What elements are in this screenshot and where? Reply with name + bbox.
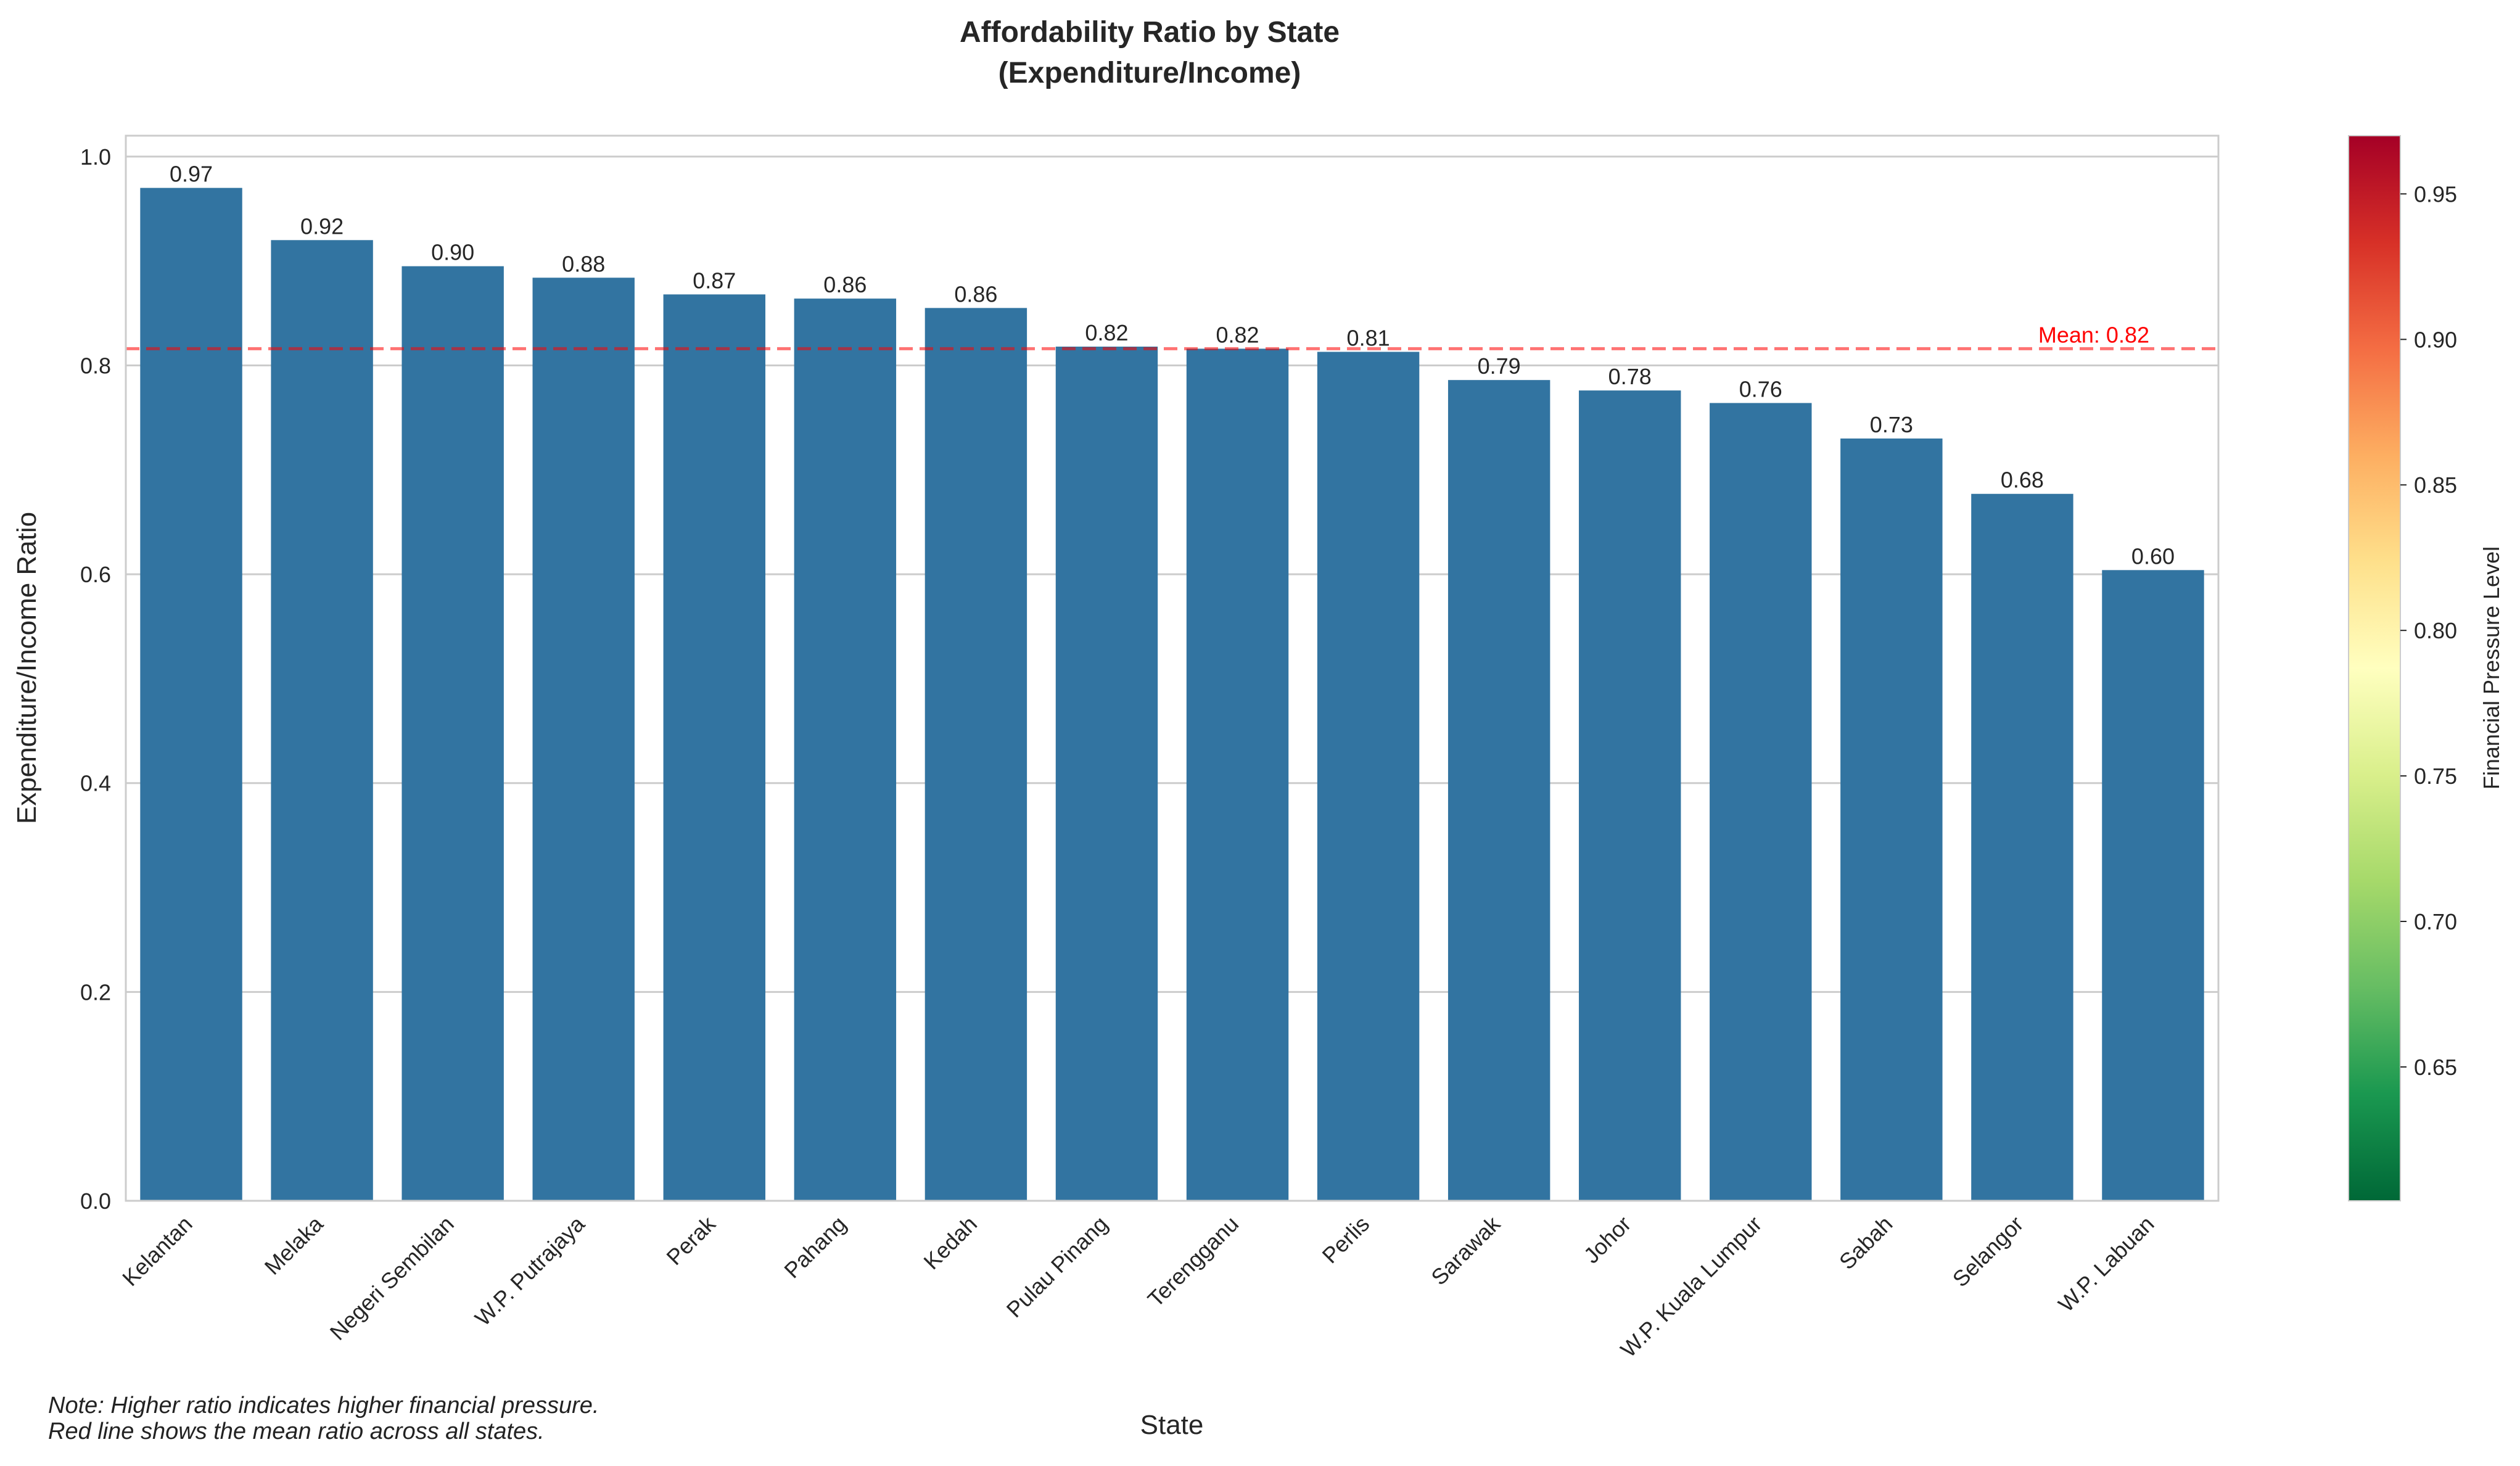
bar (2102, 570, 2204, 1201)
bar-value-label: 0.78 (1608, 364, 1652, 389)
x-tick-label: Pulau Pinang (1002, 1211, 1113, 1322)
y-axis-ticks: 0.0 0.2 0.4 0.6 0.8 1.0 (80, 144, 111, 1214)
footnote-line-1: Note: Higher ratio indicates higher fina… (48, 1393, 599, 1419)
x-tick-label: Sabah (1834, 1211, 1898, 1275)
y-tick-label: 0.0 (80, 1188, 111, 1214)
mean-label: Mean: 0.82 (2038, 322, 2149, 347)
bar-value-labels: 0.97 0.92 0.90 0.88 0.87 0.86 0.86 0.82 0.82 0.81… (170, 162, 2175, 569)
chart-subtitle: (Expenditure/Income) (999, 57, 1301, 89)
colorbar-tick-label: 0.80 (2414, 618, 2457, 643)
bar-value-label: 0.73 (1870, 412, 1913, 437)
y-tick-label: 1.0 (80, 144, 111, 170)
x-tick-label: Perlis (1317, 1211, 1375, 1269)
bar (663, 294, 765, 1201)
bar (1317, 352, 1420, 1201)
x-tick-label: Kelantan (117, 1211, 197, 1291)
bar (1055, 347, 1158, 1201)
bar (1186, 348, 1289, 1201)
bars (140, 187, 2204, 1201)
colorbar-tick-label: 0.65 (2414, 1055, 2457, 1080)
x-tick-label: W.P. Putrajaya (470, 1211, 590, 1331)
bar-value-label: 0.68 (2001, 467, 2044, 493)
x-tick-label: Perak (661, 1211, 720, 1270)
colorbar-tick-label: 0.70 (2414, 909, 2457, 934)
colorbar-tick-label: 0.95 (2414, 181, 2457, 207)
x-tick-label: Selangor (1948, 1211, 2028, 1292)
bar-value-label: 0.86 (954, 281, 997, 307)
footnote-line-2: Red line shows the mean ratio across all… (48, 1419, 545, 1444)
bar (1971, 493, 2073, 1201)
bar-value-label: 0.79 (1478, 353, 1521, 379)
bar-value-label: 0.60 (2131, 543, 2175, 569)
bar-value-label: 0.97 (170, 162, 213, 187)
bar (271, 240, 373, 1201)
mean-line-group: Mean: 0.82 (126, 322, 2218, 350)
x-tick-label: W.P. Kuala Lumpur (1615, 1211, 1766, 1362)
bar-value-label: 0.92 (300, 213, 344, 239)
bar (532, 278, 635, 1201)
bar-value-label: 0.76 (1739, 376, 1782, 402)
x-axis-label: State (1140, 1410, 1204, 1440)
bar (1447, 380, 1550, 1201)
plot-frame (125, 134, 2220, 1202)
x-tick-label: Johor (1579, 1211, 1636, 1269)
colorbar-tick-label: 0.75 (2414, 764, 2457, 789)
x-tick-label: Negeri Sembilan (325, 1211, 459, 1345)
colorbar-ticks: 0.65 0.70 0.75 0.80 0.85 0.90 0.95 (2400, 181, 2457, 1080)
y-tick-label: 0.6 (80, 562, 111, 587)
y-tick-label: 0.2 (80, 979, 111, 1005)
bar-value-label: 0.82 (1085, 320, 1128, 345)
bar (794, 299, 897, 1201)
x-tick-label: Terengganu (1143, 1211, 1243, 1312)
x-tick-label: Sarawak (1426, 1211, 1505, 1290)
colorbar-label: Financial Pressure Level (2479, 546, 2504, 789)
bar (924, 308, 1027, 1201)
bar (1840, 439, 1943, 1201)
bar-value-label: 0.87 (693, 268, 736, 293)
bar (1710, 403, 1812, 1201)
bar-value-label: 0.88 (562, 251, 605, 276)
x-tick-label: Melaka (260, 1211, 329, 1280)
chart-title: Affordability Ratio by State (960, 16, 1340, 49)
colorbar-tick-label: 0.85 (2414, 472, 2457, 498)
x-tick-label: Pahang (779, 1211, 851, 1283)
x-tick-label: Kedah (918, 1211, 982, 1275)
colorbar-tick-label: 0.90 (2414, 327, 2457, 352)
y-axis-label: Expenditure/Income Ratio (12, 512, 42, 824)
bar (1579, 390, 1681, 1201)
colorbar (2348, 135, 2401, 1201)
bar-value-label: 0.90 (431, 240, 474, 265)
x-tick-label: W.P. Labuan (2053, 1211, 2159, 1317)
bar-value-label: 0.86 (823, 272, 867, 297)
y-tick-label: 0.8 (80, 353, 111, 378)
bar (140, 187, 242, 1201)
bar-value-label: 0.82 (1216, 322, 1259, 347)
bar (401, 266, 504, 1201)
y-tick-label: 0.4 (80, 771, 111, 796)
bar-value-label: 0.81 (1347, 325, 1390, 350)
